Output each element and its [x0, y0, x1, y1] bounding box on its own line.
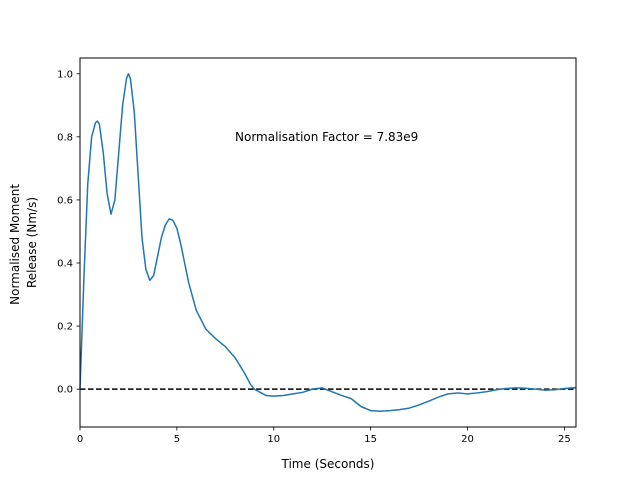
y-tick-label: 0.2: [57, 322, 73, 333]
y-tick-label: 0.4: [57, 259, 73, 270]
x-tick-label: 0: [77, 434, 83, 445]
x-axis-label: Time (Seconds): [281, 457, 375, 471]
y-tick-label: 0.8: [57, 132, 73, 143]
x-tick-label: 15: [364, 434, 377, 445]
x-tick-label: 10: [267, 434, 280, 445]
x-tick-label: 5: [174, 434, 180, 445]
y-axis-label-line-2: Release (Nm/s): [25, 197, 39, 288]
y-tick-label: 0.6: [57, 195, 73, 206]
normalisation-annotation: Normalisation Factor = 7.83e9: [235, 130, 418, 144]
x-tick-label: 20: [461, 434, 474, 445]
axes-frame: [79, 57, 577, 428]
axis-ticks: 0 5 10 15 20 25 0.0 0.2 0.4 0.6 0.8 1.0: [57, 69, 571, 445]
x-tick-label: 25: [558, 434, 571, 445]
y-tick-label: 0.0: [57, 385, 73, 396]
y-axis-label: Normalised Moment Release (Nm/s): [8, 180, 39, 305]
plot-area: [79, 73, 577, 412]
series-line-0: [79, 73, 577, 412]
y-tick-label: 1.0: [57, 69, 73, 80]
y-axis-label-line-1: Normalised Moment: [8, 184, 22, 305]
